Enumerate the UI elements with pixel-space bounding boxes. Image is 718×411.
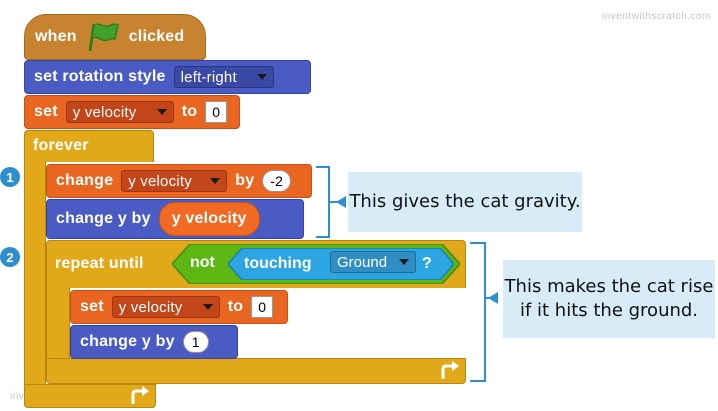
variable-dropdown[interactable]: y velocity <box>111 296 220 318</box>
forever-label-row: forever <box>24 130 89 162</box>
to-label: to <box>227 298 244 315</box>
variable-dropdown[interactable]: y velocity <box>121 170 228 192</box>
when-flag-clicked-block[interactable]: when clicked <box>24 14 206 60</box>
rotation-style-dropdown[interactable]: left-right <box>173 66 274 88</box>
change-label: change <box>56 172 114 189</box>
variable-name: y velocity <box>118 298 183 316</box>
set-variable-block[interactable]: set y velocity to 0 <box>24 95 240 129</box>
variable-name: y velocity <box>128 172 192 190</box>
green-flag-icon <box>88 23 119 52</box>
variable-name: y velocity <box>72 103 137 121</box>
change-y-label: change y by <box>80 333 175 350</box>
dropdown-arrow-icon <box>202 304 213 310</box>
step-badge-2: 2 <box>0 247 20 267</box>
rotation-style-value: left-right <box>180 68 237 86</box>
change-y-value-input[interactable]: 1 <box>182 331 209 353</box>
set-rotation-style-label: set rotation style <box>34 68 166 85</box>
repeat-until-label: repeat until <box>55 255 144 272</box>
not-label: not <box>190 254 215 271</box>
bracket-gravity <box>316 166 330 238</box>
gravity-callout-text: This gives the cat gravity. <box>349 191 581 212</box>
when-label: when <box>35 28 77 45</box>
repeat-until-label-row: repeat until <box>46 240 144 288</box>
watermark-top: inventwithscratch.com <box>602 11 711 22</box>
clicked-label: clicked <box>128 28 185 45</box>
forever-block[interactable] <box>24 130 154 162</box>
repeat-until-bottom <box>46 358 466 384</box>
arrow-left-icon <box>488 292 498 304</box>
change-variable-block[interactable]: change y velocity by -2 <box>46 164 312 198</box>
touching-target-dropdown[interactable]: Ground <box>330 251 416 273</box>
question-mark: ? <box>422 255 432 272</box>
touching-label: touching <box>244 255 312 272</box>
forever-label: forever <box>33 137 89 154</box>
set-value-input[interactable]: 0 <box>205 101 228 123</box>
loop-arrow-icon <box>131 386 149 404</box>
inner-change-y-block[interactable]: change y by 1 <box>70 325 238 359</box>
step-badge-1: 1 <box>0 167 20 187</box>
variable-dropdown[interactable]: y velocity <box>65 101 174 123</box>
rise-callout-line2: if it hits the ground. <box>519 300 699 321</box>
arrow-left-icon <box>336 196 346 208</box>
dropdown-arrow-icon <box>256 74 267 80</box>
by-label: by <box>235 172 255 189</box>
dropdown-arrow-icon <box>399 259 409 265</box>
dropdown-arrow-icon <box>210 178 221 184</box>
change-y-block[interactable]: change y by y velocity <box>46 199 304 239</box>
to-label: to <box>181 103 198 120</box>
touching-target-value: Ground <box>337 253 388 271</box>
rise-callout-line1: This makes the cat rise <box>504 276 714 297</box>
change-value-input[interactable]: -2 <box>262 170 292 192</box>
change-y-label: change y by <box>56 210 151 227</box>
set-label: set <box>34 103 58 120</box>
set-label: set <box>80 298 104 315</box>
set-value-input[interactable]: 0 <box>251 296 274 318</box>
set-rotation-style-block[interactable]: set rotation style left-right <box>24 60 311 94</box>
repeat-until-arm <box>46 287 70 359</box>
forever-arm <box>24 161 46 385</box>
y-velocity-reporter[interactable]: y velocity <box>158 202 260 236</box>
dropdown-arrow-icon <box>156 109 167 115</box>
bracket-rise <box>470 242 486 382</box>
gravity-callout: This gives the cat gravity. <box>348 172 582 232</box>
rise-callout: This makes the cat rise if it hits the g… <box>503 260 715 338</box>
loop-arrow-icon <box>441 361 459 379</box>
inner-set-variable-block[interactable]: set y velocity to 0 <box>70 290 288 324</box>
